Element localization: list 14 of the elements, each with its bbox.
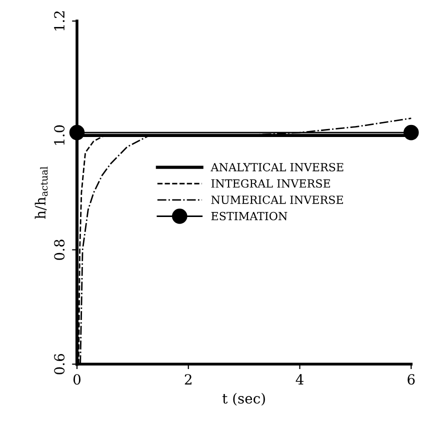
x-tick-label: 0 [73, 374, 80, 385]
y-axis-title: h/h$_{actual}$ [34, 166, 48, 219]
y-tick-label: 0.6 [54, 354, 65, 374]
y-tick-label: 0.8 [54, 240, 65, 260]
x-axis-title: t (sec) [222, 392, 265, 406]
y-tick-label: 1.0 [54, 125, 65, 145]
x-tick-label: 2 [184, 374, 192, 384]
x-tick-label: 6 [408, 374, 415, 385]
y-tick-label: 1.2 [54, 11, 65, 30]
legend-label: ANALYTICAL INVERSE [210, 162, 344, 172]
legend-label: ESTIMATION [211, 212, 288, 220]
legend-label: NUMERICAL INVERSE [211, 196, 343, 204]
x-tick-label: 4 [296, 374, 304, 384]
legend-label: INTEGRAL INVERSE [211, 179, 330, 188]
